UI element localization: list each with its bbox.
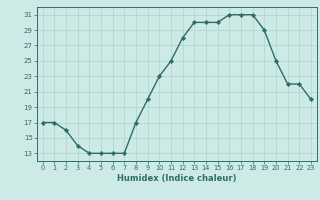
X-axis label: Humidex (Indice chaleur): Humidex (Indice chaleur) [117,174,236,183]
